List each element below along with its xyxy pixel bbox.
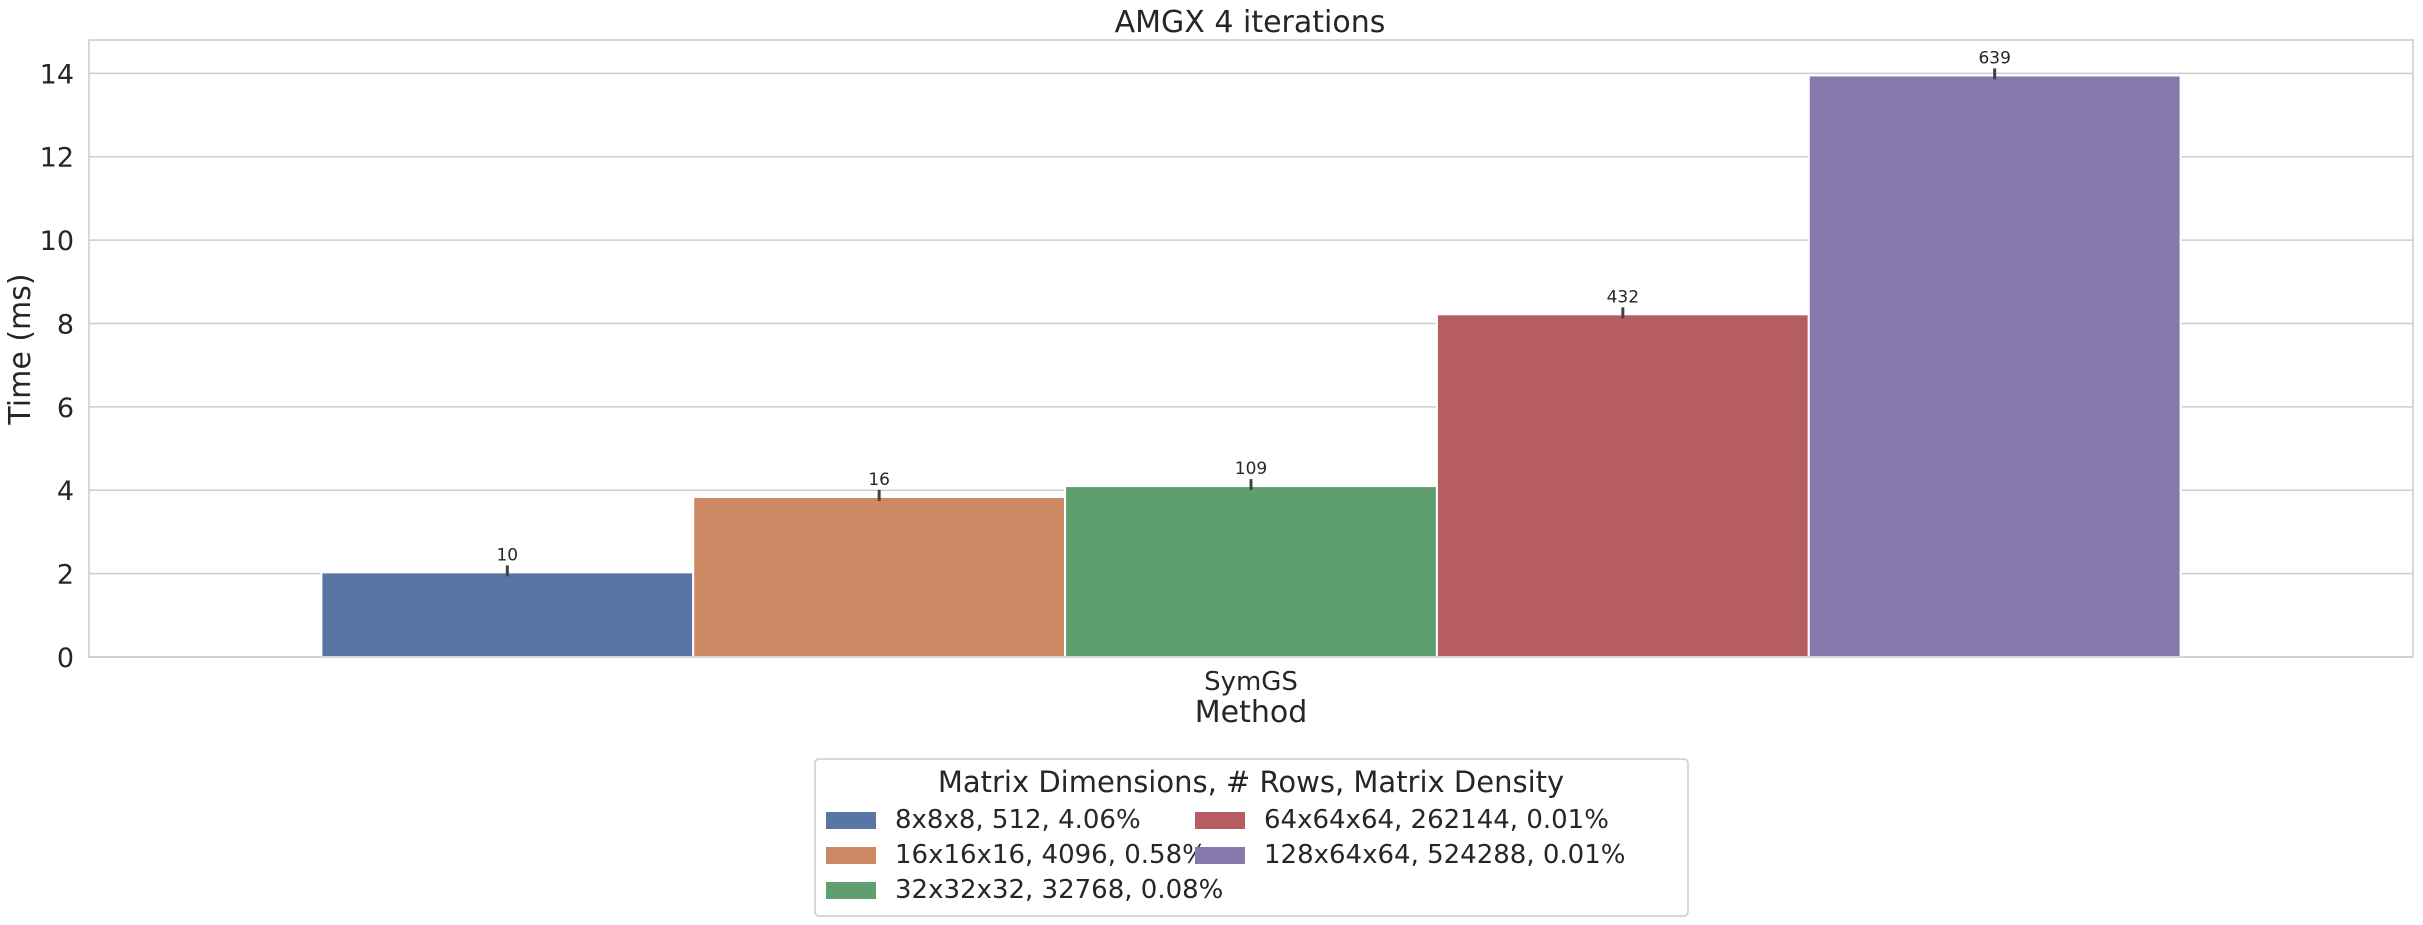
- bar-data-label: 10: [496, 545, 518, 565]
- bar: [1435, 313, 1810, 658]
- legend-label: 64x64x64, 262144, 0.01%: [1264, 805, 1609, 835]
- bars: 10 16 109 432 639: [320, 48, 2182, 659]
- y-tick-label: 10: [40, 226, 74, 257]
- bar: [692, 495, 1067, 658]
- legend-label: 16x16x16, 4096, 0.58%: [895, 840, 1207, 870]
- bar-data-label: 109: [1235, 459, 1267, 479]
- y-tick-label: 12: [40, 143, 74, 174]
- legend-label: 128x64x64, 524288, 0.01%: [1264, 840, 1625, 870]
- bar-data-label: 432: [1607, 287, 1639, 307]
- y-tick-label: 14: [40, 59, 74, 90]
- legend-label: 8x8x8, 512, 4.06%: [895, 805, 1141, 835]
- legend: Matrix Dimensions, # Rows, Matrix Densit…: [814, 758, 1689, 917]
- bar: [1807, 74, 2182, 659]
- x-tick-label: SymGS: [1204, 667, 1298, 697]
- legend-frame: [814, 758, 1689, 917]
- chart-title: AMGX 4 iterations: [1115, 5, 1386, 40]
- plot-frame: [88, 39, 2414, 658]
- legend-items: 8x8x8, 512, 4.06% 16x16x16, 4096, 0.58% 32…: [826, 805, 1625, 905]
- y-tick-label: 8: [57, 309, 74, 340]
- x-tick-labels: SymGS: [1204, 667, 1298, 697]
- bar: [1064, 485, 1438, 658]
- legend-swatch: [826, 847, 876, 864]
- legend-swatch: [1195, 812, 1245, 829]
- y-axis-label: Time (ms): [3, 273, 38, 425]
- x-axis-label: Method: [1195, 695, 1308, 730]
- bar-data-label: 16: [868, 470, 890, 490]
- y-tick-labels: 0 2 4 6 8 10 12 14: [40, 59, 74, 674]
- legend-swatch: [826, 882, 876, 899]
- legend-swatch: [826, 812, 876, 829]
- y-tick-label: 4: [57, 476, 74, 507]
- legend-label: 32x32x32, 32768, 0.08%: [895, 875, 1223, 905]
- y-tick-label: 2: [57, 560, 74, 591]
- legend-swatch: [1195, 847, 1245, 864]
- y-tick-label: 6: [57, 393, 74, 424]
- y-tick-label: 0: [57, 643, 74, 674]
- bar: [320, 571, 695, 659]
- legend-title: Matrix Dimensions, # Rows, Matrix Densit…: [938, 765, 1564, 799]
- bar-data-label: 639: [1978, 48, 2010, 68]
